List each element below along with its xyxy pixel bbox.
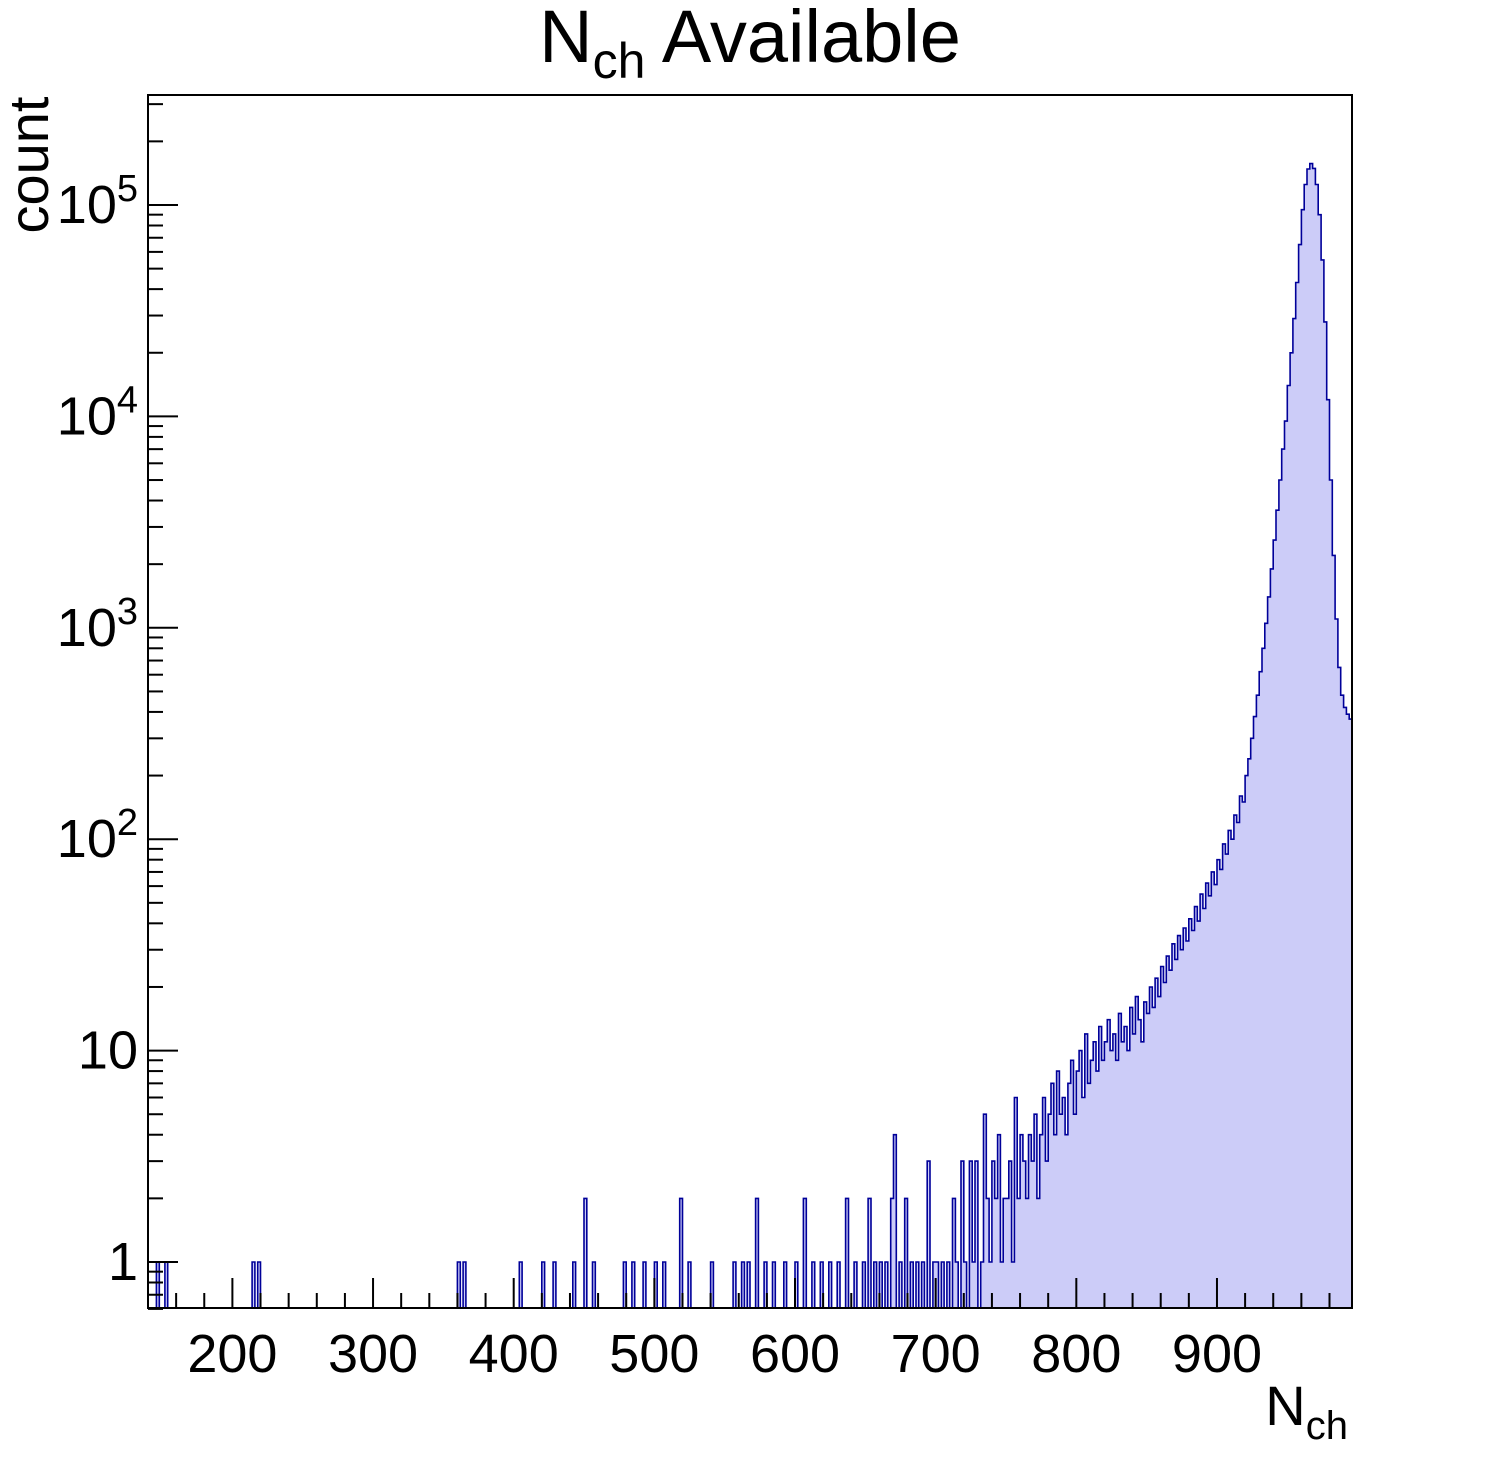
y-axis-tick-label: 102 (57, 802, 138, 869)
x-axis-tick-label: 900 (1172, 1324, 1262, 1384)
plot-frame (147, 94, 1353, 1309)
chart-title: Nch Available (539, 0, 961, 89)
x-axis-tick-label: 800 (1031, 1324, 1121, 1384)
x-axis-title: Nch (1265, 1374, 1348, 1448)
x-axis-ticks (147, 1278, 1331, 1308)
x-axis-tick-label: 300 (328, 1324, 418, 1384)
y-axis-title: count (0, 96, 60, 233)
x-axis-tick-label: 700 (891, 1324, 981, 1384)
histogram-path (148, 162, 1353, 1309)
y-axis-tick-label: 105 (57, 168, 138, 235)
y-axis-ticks (148, 103, 178, 1310)
x-axis-tick-label: 400 (469, 1324, 559, 1384)
y-axis-tick-label: 103 (57, 591, 138, 658)
x-axis-tick-label: 200 (187, 1324, 277, 1384)
y-axis-tick-label: 1 (108, 1232, 138, 1292)
y-axis-tick-label: 104 (57, 379, 138, 446)
y-axis-tick-label: 10 (78, 1021, 138, 1081)
x-axis-tick-label: 500 (609, 1324, 699, 1384)
x-axis-tick-label: 600 (750, 1324, 840, 1384)
